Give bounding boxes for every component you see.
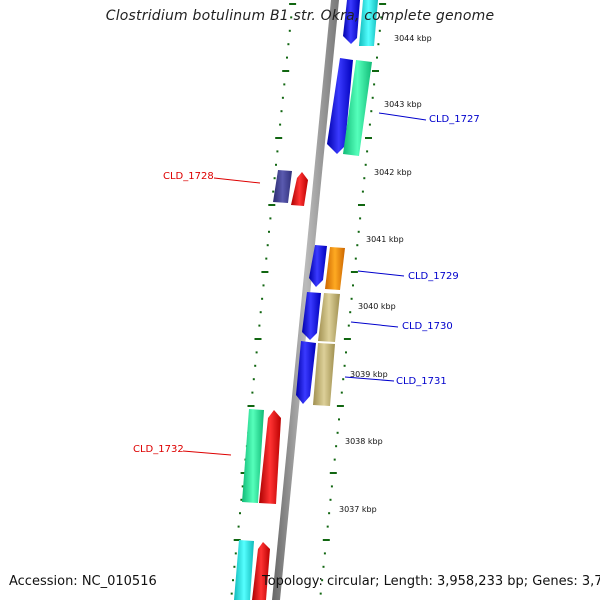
callout-line-cld-1730 [350, 321, 399, 328]
gene-label-cld-1729[interactable]: CLD_1729 [408, 271, 459, 282]
gene-arrow-bottom-red[interactable] [252, 542, 270, 600]
kbp-label-3040: 3040 kbp [358, 302, 396, 311]
genome-stats-label: Topology: circular; Length: 3,958,233 bp… [262, 574, 600, 589]
gene-arrow-cld-1727-blue[interactable] [327, 58, 353, 154]
gene-arrow-cld-1731-blue[interactable] [296, 341, 316, 404]
gene-callouts: CLD_1727 CLD_1728 CLD_1729 CLD_1730 CLD_… [133, 112, 480, 456]
gene-arrow-cld-1732-red[interactable] [259, 410, 281, 504]
outer-ruler [319, 3, 387, 595]
kbp-label-3039: 3039 kbp [350, 370, 388, 379]
gene-arrow-cld-1729-orange[interactable] [325, 247, 345, 290]
gene-arrow-cld-1730-blue[interactable] [302, 292, 321, 340]
gene-arrow-cld-1729-blue[interactable] [309, 245, 327, 287]
gene-arrow-cld-1732-green[interactable] [242, 409, 264, 503]
accession-label: Accession: NC_010516 [9, 574, 157, 589]
gene-arrow-cld-1731-khaki[interactable] [313, 343, 335, 406]
callout-line-cld-1732 [182, 450, 232, 456]
callout-line-cld-1728 [213, 177, 261, 184]
gene-features [234, 0, 378, 600]
kbp-label-3043: 3043 kbp [384, 100, 422, 109]
gene-label-cld-1727[interactable]: CLD_1727 [429, 114, 480, 125]
gene-arrow-cld-1727-green[interactable] [343, 60, 372, 156]
kbp-label-3038: 3038 kbp [345, 437, 383, 446]
callout-line-cld-1727 [378, 112, 427, 121]
callout-line-cld-1729 [357, 270, 405, 277]
gene-label-cld-1728[interactable]: CLD_1728 [163, 171, 214, 182]
gene-label-cld-1731[interactable]: CLD_1731 [396, 376, 447, 387]
callout-line-cld-1731 [344, 376, 395, 382]
gene-label-cld-1732[interactable]: CLD_1732 [133, 444, 184, 455]
gene-arrow-cld-1728-navy[interactable] [273, 170, 292, 203]
genome-title: Clostridium botulinum B1 str. Okra, comp… [105, 8, 495, 24]
kbp-label-3041: 3041 kbp [366, 235, 404, 244]
gene-arrow-top-cyan[interactable] [359, 0, 378, 46]
gene-arrow-top-blue[interactable] [343, 0, 360, 44]
kbp-label-3044: 3044 kbp [394, 34, 432, 43]
kbp-label-3037: 3037 kbp [339, 505, 377, 514]
kbp-label-3042: 3042 kbp [374, 168, 412, 177]
kbp-labels: 3044 kbp 3043 kbp 3042 kbp 3041 kbp 3040… [339, 34, 432, 514]
gene-arrow-cld-1730-khaki[interactable] [318, 293, 340, 342]
gene-label-cld-1730[interactable]: CLD_1730 [402, 321, 453, 332]
gene-arrow-bottom-cyan[interactable] [234, 540, 254, 600]
genome-backbone [272, 0, 339, 600]
gene-arrow-cld-1728-red[interactable] [291, 172, 308, 206]
